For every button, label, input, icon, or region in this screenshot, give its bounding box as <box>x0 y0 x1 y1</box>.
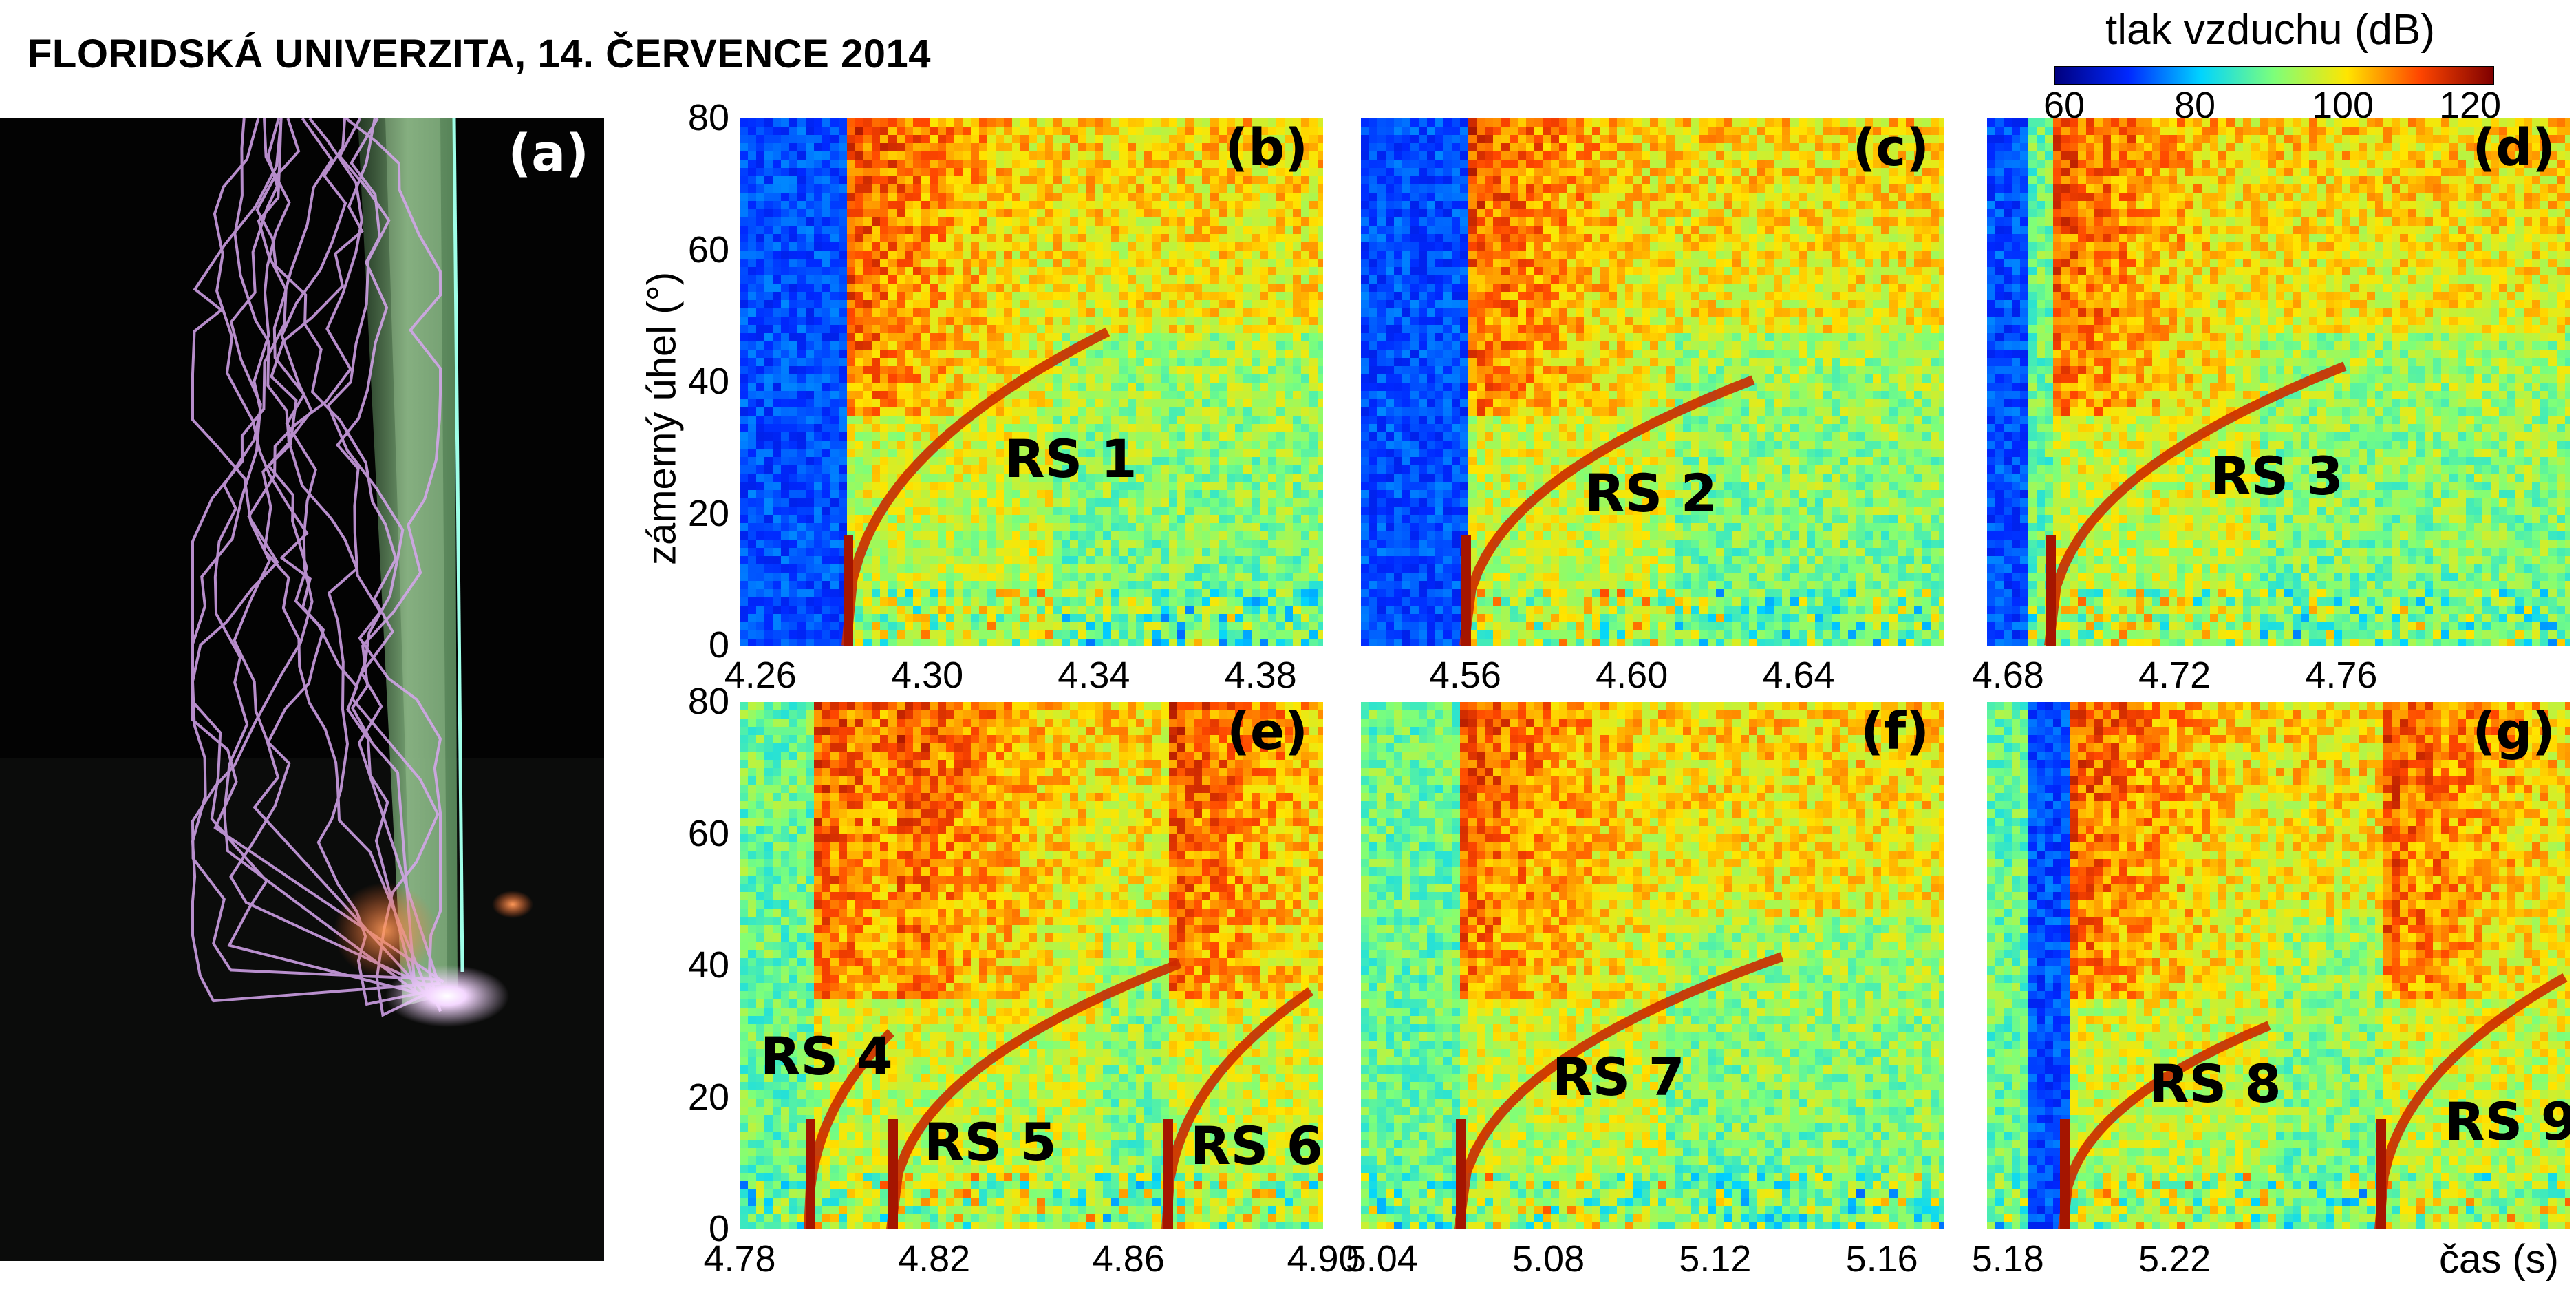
spectrogram-c <box>1361 118 1944 646</box>
rs-annotation: RS 7 <box>1552 1046 1685 1107</box>
y-tick-label: 0 <box>647 624 729 666</box>
x-tick-label: 5.08 <box>1512 1238 1585 1280</box>
colorbar-title: tlak vzduchu (dB) <box>2105 6 2435 54</box>
spectrogram-e <box>740 702 1323 1229</box>
panel-label: (f) <box>1860 702 1929 761</box>
x-tick-label: 5.16 <box>1846 1238 1918 1280</box>
spectrogram-panel-e: (e) RS 4 RS 5 RS 6 <box>740 702 1323 1229</box>
x-tick-label: 5.18 <box>1972 1238 2044 1280</box>
x-tick-label: 4.38 <box>1225 654 1297 697</box>
x-tick-label: 5.12 <box>1679 1238 1751 1280</box>
x-tick-label: 4.56 <box>1429 654 1501 697</box>
panel-label: (d) <box>2472 118 2555 178</box>
spectrogram-panel-c: (c) RS 2 <box>1361 118 1944 646</box>
rs-annotation: RS 1 <box>1005 428 1137 489</box>
y-tick-label: 40 <box>647 360 729 403</box>
spectrogram-d <box>1987 118 2570 646</box>
rs-annotation: RS 3 <box>2211 445 2343 507</box>
colorbar <box>2054 66 2494 85</box>
x-tick-label: 4.34 <box>1058 654 1130 697</box>
y-tick-label: 40 <box>647 944 729 986</box>
lightning-photo-graphic <box>0 118 604 1261</box>
spectrogram-panel-f: (f) RS 7 <box>1361 702 1944 1229</box>
spectrogram-panel-g: (g) RS 8 RS 9 <box>1987 702 2570 1229</box>
panel-label: (c) <box>1852 118 1929 178</box>
y-tick-label: 20 <box>647 492 729 535</box>
x-tick-label: 4.82 <box>898 1238 970 1280</box>
rs-annotation: RS 9 <box>2445 1091 2570 1152</box>
x-tick-label: 4.86 <box>1093 1238 1165 1280</box>
x-tick-label: 5.22 <box>2138 1238 2211 1280</box>
x-tick-label: 4.64 <box>1762 654 1834 697</box>
panel-label: (b) <box>1225 118 1308 178</box>
spectrogram-f <box>1361 702 1944 1229</box>
panel-label: (g) <box>2472 702 2555 761</box>
y-tick-label: 60 <box>647 812 729 855</box>
rs-annotation: RS 2 <box>1585 463 1717 524</box>
y-tick-label: 80 <box>647 96 729 139</box>
rs-annotation: RS 8 <box>2149 1053 2282 1114</box>
spectrogram-b <box>740 118 1323 646</box>
y-tick-label: 60 <box>647 229 729 271</box>
y-tick-label: 0 <box>647 1207 729 1250</box>
panel-label: (e) <box>1227 702 1308 761</box>
spectrogram-panel-d: (d) RS 3 <box>1987 118 2570 646</box>
x-tick-label: 5.04 <box>1346 1238 1418 1280</box>
x-tick-label: 4.30 <box>891 654 963 697</box>
spectrogram-panel-b: (b) RS 1 <box>740 118 1323 646</box>
x-axis-label: čas (s) <box>2439 1236 2559 1282</box>
x-tick-label: 4.72 <box>2138 654 2211 697</box>
x-tick-label: 4.26 <box>724 654 797 697</box>
x-tick-label: 4.78 <box>703 1238 775 1280</box>
x-tick-label: 4.60 <box>1596 654 1668 697</box>
lightning-photo: (a) <box>0 118 604 1261</box>
y-tick-label: 20 <box>647 1076 729 1118</box>
y-tick-label: 80 <box>647 680 729 723</box>
x-tick-label: 4.76 <box>2305 654 2377 697</box>
x-tick-label: 4.90 <box>1287 1238 1359 1280</box>
rs-annotation: RS 6 <box>1190 1115 1323 1176</box>
spectrogram-g <box>1987 702 2570 1229</box>
rs-annotation: RS 4 <box>760 1026 893 1087</box>
photo-panel-label: (a) <box>508 124 589 183</box>
x-tick-label: 4.68 <box>1972 654 2044 697</box>
rs-annotation: RS 5 <box>924 1112 1057 1173</box>
page-title: FLORIDSKÁ UNIVERZITA, 14. ČERVENCE 2014 <box>28 31 931 77</box>
